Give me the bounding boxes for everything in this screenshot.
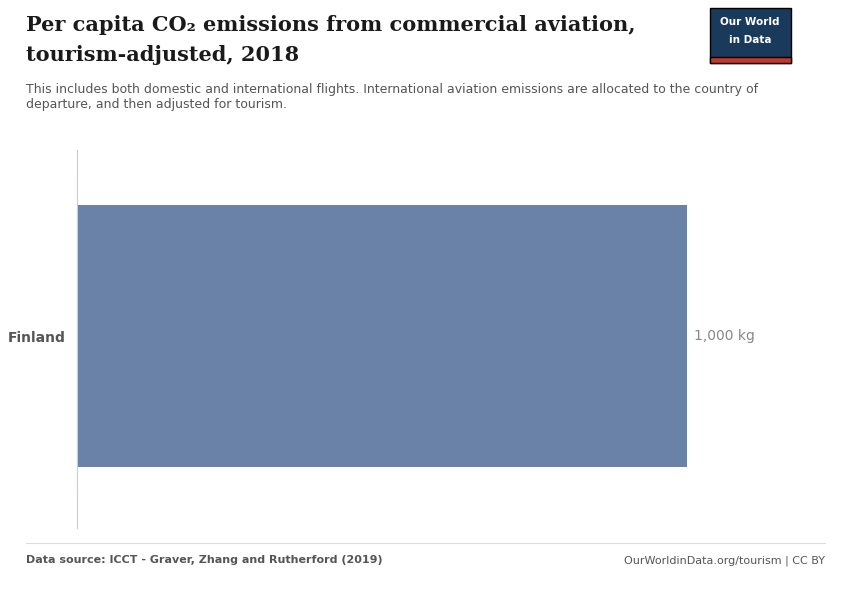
Text: This includes both domestic and international flights. International aviation em: This includes both domestic and internat… bbox=[26, 83, 757, 111]
Text: Per capita CO₂ emissions from commercial aviation,: Per capita CO₂ emissions from commercial… bbox=[26, 15, 635, 35]
Text: tourism-adjusted, 2018: tourism-adjusted, 2018 bbox=[26, 45, 298, 65]
Text: in Data: in Data bbox=[728, 35, 772, 45]
Bar bbox=[76, 205, 687, 467]
Text: 1,000 kg: 1,000 kg bbox=[694, 329, 755, 343]
Text: Our World: Our World bbox=[720, 17, 779, 26]
Text: OurWorldinData.org/tourism | CC BY: OurWorldinData.org/tourism | CC BY bbox=[624, 555, 824, 565]
Text: Data source: ICCT - Graver, Zhang and Rutherford (2019): Data source: ICCT - Graver, Zhang and Ru… bbox=[26, 555, 383, 565]
